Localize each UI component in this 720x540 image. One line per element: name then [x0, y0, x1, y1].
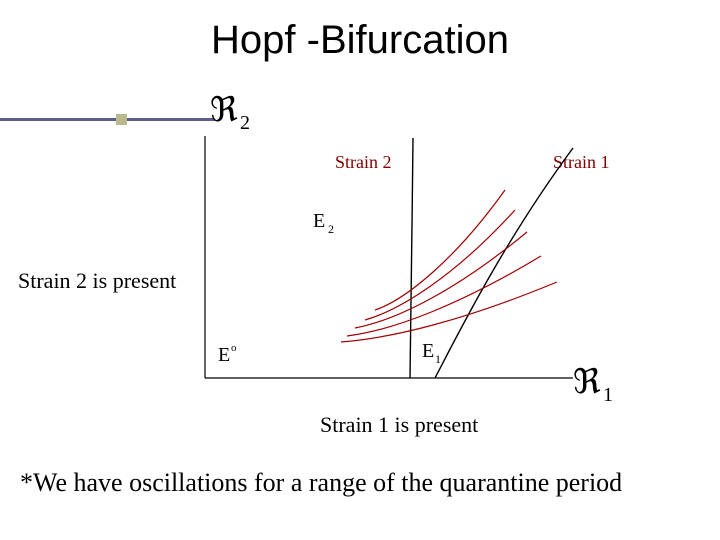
bullet-line: [0, 118, 215, 121]
hopf-curve-group: [341, 190, 557, 342]
axis-label-r2: ℜ: [210, 90, 238, 130]
hopf-curve: [341, 282, 557, 342]
hopf-curve: [347, 256, 541, 336]
slide-title: Hopf -Bifurcation: [0, 18, 720, 63]
strain1-threshold-curve: [435, 148, 573, 378]
bifurcation-plot: [175, 130, 595, 400]
footnote-text: *We have oscillations for a range of the…: [20, 468, 622, 498]
hopf-curve: [375, 190, 505, 310]
bullet-box: [116, 114, 127, 125]
region-strain1-present: Strain 1 is present: [320, 412, 478, 438]
strain2-threshold-curve: [410, 138, 413, 378]
hopf-curve: [355, 232, 527, 328]
axis-label-r1-sub: 1: [603, 384, 613, 407]
region-strain2-present: Strain 2 is present: [18, 268, 176, 294]
slide: Hopf -Bifurcation ℜ 2 Strain 2 Strain 1 …: [0, 0, 720, 540]
